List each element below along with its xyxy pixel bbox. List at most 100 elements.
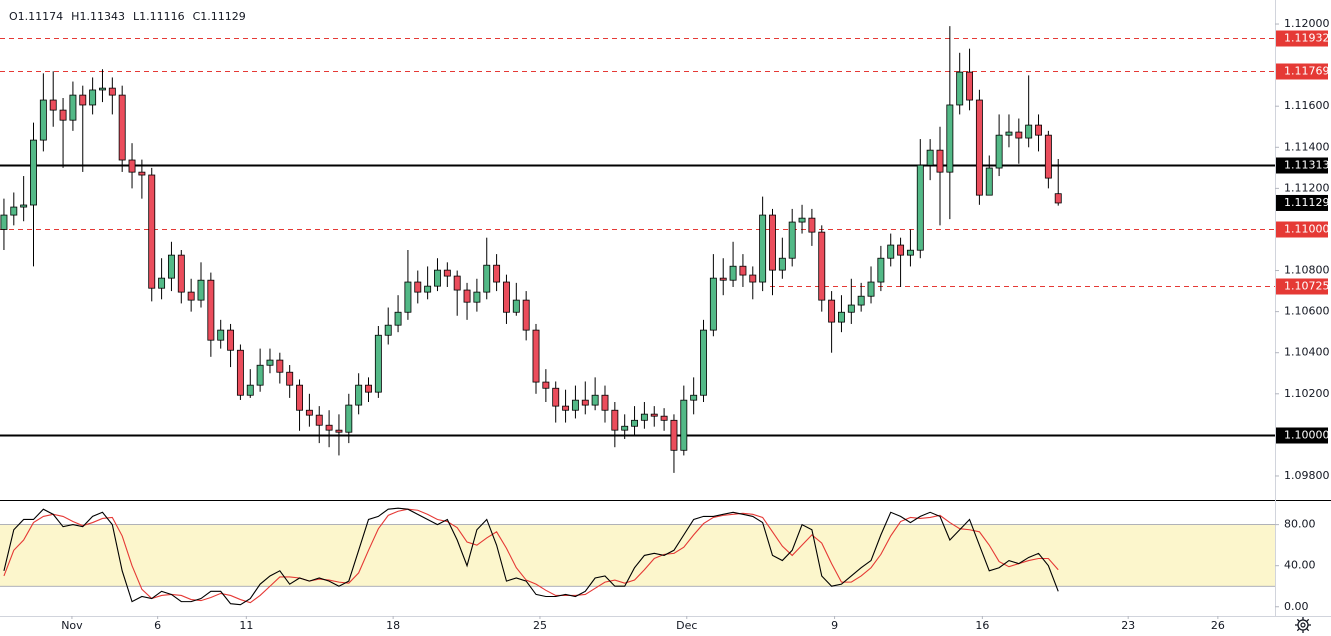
candle-body [591,394,599,406]
candle-body [512,299,520,313]
ohlc-value: 1.11129 [200,10,246,23]
candle-body [562,405,570,411]
candle-body [197,279,205,301]
candle-body [936,149,944,173]
ohlc-label: L [133,10,140,23]
candle-body [49,99,57,111]
candle-body [749,274,757,283]
candle-body [394,311,402,326]
level-label: 1.11769 [1284,65,1330,78]
candle-body [877,257,885,283]
stochastic-pane [0,507,1275,606]
y2-tick-label: 40.00 [1284,559,1316,572]
candle-body [798,217,806,223]
level-label-box [1276,221,1328,238]
x-tick-label: 26 [1211,619,1225,632]
candle-body [10,206,18,216]
candle-body [522,299,530,331]
candle-body [217,329,225,341]
candle-body [581,399,589,406]
level-label: 1.10725 [1284,280,1330,293]
candle-body [20,204,28,208]
candle-body [857,295,865,306]
candle-body [1035,124,1042,136]
candle-body [69,94,77,121]
candle-body [778,257,786,271]
y-tick-label: 1.12000 [1284,17,1330,30]
candle-body [207,279,215,341]
y-tick-label: 1.10600 [1284,305,1330,318]
x-tick-label: 11 [239,619,253,632]
candle-body [818,231,826,301]
settings-button[interactable] [1295,617,1311,633]
ohlc-header: O1.11174 H1.11343 L1.11116 C1.11129 [9,10,246,23]
candle-body [631,419,638,427]
candle-body [1025,124,1033,139]
candle-body [847,304,855,313]
level-label-box [1276,278,1328,295]
candle-body [719,277,727,281]
candle-body [59,109,67,121]
stochastic-line [3,507,1059,606]
candle-body [828,299,836,323]
candle-body [621,425,629,431]
candle-body [89,89,97,106]
candle-body [739,265,747,276]
candle-body [384,324,392,336]
candle-body [404,281,412,313]
candle-body [424,285,432,293]
candle-body [542,381,550,389]
candle-body [690,394,698,401]
level-label: 1.11313 [1284,159,1330,172]
ohlc-label: C [193,10,201,23]
candle-body [296,384,303,411]
candle-body [286,371,294,386]
candle-body [700,329,707,396]
candle-body [493,264,501,283]
candle-body [709,277,717,331]
candle-body [906,249,914,256]
y-tick-label: 1.11400 [1284,140,1330,153]
candle-body [315,414,323,426]
candle-body [246,384,254,396]
candle-body [729,265,737,281]
candle-body [0,214,8,230]
candle-body [434,269,441,287]
candle-body [79,94,87,106]
y-tick-label: 1.10200 [1284,387,1330,400]
x-tick-label: 6 [154,619,161,632]
y-tick-label: 1.10400 [1284,346,1330,359]
y2-tick-label: 0.00 [1284,600,1309,613]
candle-body [916,164,924,251]
candle-body [374,334,382,393]
candle-body [443,269,451,277]
candle-body [788,221,796,259]
ohlc-value: 1.11116 [139,10,185,23]
candle-body [483,264,491,293]
candle-body [167,254,175,279]
candle-body [276,359,284,373]
level-label: 1.11932 [1284,32,1330,45]
level-label-box [1276,30,1328,47]
candle-body [39,99,47,141]
last-price-box [1276,194,1328,211]
ohlc-label: H [71,10,79,23]
candle-body [414,281,422,293]
candle-body [99,87,106,91]
ohlc-label: O [9,10,18,23]
candle-body [463,289,471,303]
candle-body [956,71,964,106]
candle-body [838,311,845,323]
candle-body [108,87,116,96]
candle-body [897,244,905,256]
y2-tick-label: 80.00 [1284,518,1316,531]
y-tick-label: 1.11200 [1284,181,1330,194]
candle-body [177,254,185,293]
candle-body [985,167,993,196]
candle-body [946,104,954,173]
candle-body [532,329,540,383]
candle-body [611,409,619,431]
level-label: 1.10000 [1284,429,1330,442]
ohlc-value: 1.11174 [18,10,64,23]
